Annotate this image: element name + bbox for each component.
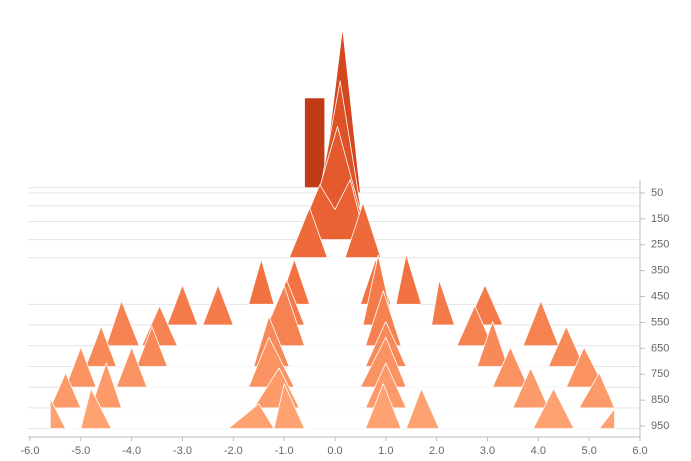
y-tick-label: 150	[651, 213, 669, 225]
x-tick-label: 6.0	[632, 445, 647, 457]
y-tick-label: 350	[651, 265, 669, 277]
x-tick-label: -5.0	[71, 445, 90, 457]
x-tick-label: -1.0	[275, 445, 294, 457]
x-tick-label: -6.0	[21, 445, 40, 457]
x-tick-label: 3.0	[480, 445, 495, 457]
histogram	[49, 383, 615, 429]
y-tick-label: 550	[651, 316, 669, 328]
y-tick-label: 850	[651, 394, 669, 406]
histogram	[166, 254, 504, 326]
x-tick-label: 5.0	[582, 445, 597, 457]
x-tick-label: -3.0	[173, 445, 192, 457]
x-tick-label: 4.0	[531, 445, 546, 457]
y-tick-label: 650	[651, 342, 669, 354]
histogram	[288, 202, 382, 259]
x-tick-label: -4.0	[122, 445, 141, 457]
y-tick-label: 250	[651, 239, 669, 251]
x-tick-label: 2.0	[429, 445, 444, 457]
y-tick-label: 950	[651, 420, 669, 432]
histogram	[65, 336, 605, 388]
x-tick-label: 1.0	[378, 445, 393, 457]
x-tick-label: -2.0	[224, 445, 243, 457]
y-tick-label: 450	[651, 290, 669, 302]
histogram	[248, 253, 422, 305]
y-tick-label: 750	[651, 368, 669, 380]
x-tick-label: 0.0	[327, 445, 342, 457]
y-tick-label: 50	[651, 187, 663, 199]
histogram	[304, 97, 326, 189]
